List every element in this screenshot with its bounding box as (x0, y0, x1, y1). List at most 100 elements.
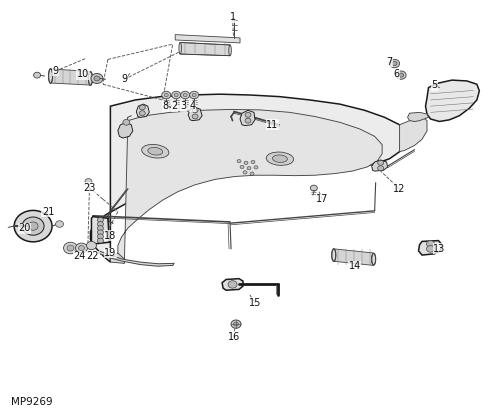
Ellipse shape (372, 254, 376, 265)
Circle shape (378, 166, 384, 171)
Circle shape (426, 246, 434, 252)
Circle shape (250, 172, 254, 175)
Circle shape (180, 91, 190, 99)
Circle shape (98, 217, 103, 222)
Circle shape (192, 108, 198, 113)
Circle shape (76, 243, 88, 253)
Text: 12: 12 (394, 184, 406, 194)
Ellipse shape (142, 144, 169, 158)
Ellipse shape (48, 69, 52, 83)
Circle shape (426, 241, 434, 247)
Circle shape (245, 112, 251, 117)
Polygon shape (110, 253, 124, 264)
Text: 19: 19 (104, 248, 117, 258)
Text: 24: 24 (74, 251, 86, 261)
Text: 3: 3 (180, 101, 186, 111)
Text: 20: 20 (18, 223, 31, 233)
Circle shape (56, 221, 64, 227)
Circle shape (162, 91, 170, 99)
Text: 10: 10 (77, 69, 89, 79)
Circle shape (123, 120, 130, 125)
Polygon shape (180, 42, 230, 56)
Circle shape (251, 160, 255, 164)
Circle shape (98, 226, 103, 231)
Circle shape (85, 178, 92, 184)
Text: 17: 17 (316, 194, 328, 204)
Text: 16: 16 (228, 332, 240, 342)
Polygon shape (92, 217, 110, 244)
Polygon shape (400, 117, 427, 151)
Circle shape (231, 320, 241, 328)
Ellipse shape (88, 72, 92, 85)
Text: 13: 13 (434, 244, 446, 254)
Circle shape (240, 165, 244, 168)
Ellipse shape (229, 45, 232, 56)
Circle shape (396, 71, 406, 79)
Text: 15: 15 (249, 298, 261, 308)
Polygon shape (188, 107, 202, 121)
Polygon shape (418, 241, 442, 255)
Polygon shape (118, 110, 382, 264)
Circle shape (245, 118, 251, 123)
Text: 8: 8 (162, 101, 168, 111)
Circle shape (310, 185, 318, 191)
Circle shape (98, 234, 103, 239)
Circle shape (164, 93, 168, 97)
Circle shape (183, 93, 187, 97)
Circle shape (228, 281, 237, 288)
Circle shape (254, 166, 258, 169)
Ellipse shape (148, 147, 162, 155)
Circle shape (237, 159, 241, 163)
Text: 22: 22 (86, 251, 99, 261)
Circle shape (91, 73, 103, 83)
Circle shape (243, 171, 247, 174)
Circle shape (244, 161, 248, 164)
Text: 14: 14 (348, 261, 361, 271)
Polygon shape (222, 278, 243, 290)
Circle shape (247, 166, 251, 170)
Circle shape (94, 76, 100, 81)
Ellipse shape (266, 152, 293, 165)
Circle shape (140, 111, 145, 116)
Polygon shape (90, 94, 405, 262)
Circle shape (28, 222, 38, 230)
Text: 9: 9 (52, 66, 59, 76)
Polygon shape (175, 34, 240, 43)
Text: 4: 4 (190, 101, 196, 111)
Circle shape (140, 105, 145, 110)
Ellipse shape (179, 42, 182, 54)
Polygon shape (118, 122, 133, 138)
Circle shape (67, 245, 74, 251)
Circle shape (98, 230, 103, 235)
Text: 21: 21 (42, 207, 54, 217)
Circle shape (86, 242, 97, 250)
Polygon shape (372, 160, 388, 171)
Circle shape (64, 242, 78, 254)
Ellipse shape (272, 155, 287, 162)
Text: 18: 18 (104, 231, 117, 241)
Circle shape (98, 238, 103, 243)
Circle shape (174, 93, 178, 97)
Polygon shape (136, 104, 149, 117)
Circle shape (234, 322, 238, 326)
Circle shape (14, 210, 52, 242)
Circle shape (192, 114, 198, 119)
Polygon shape (50, 69, 90, 85)
Circle shape (398, 73, 404, 77)
Text: 23: 23 (84, 183, 96, 193)
Circle shape (22, 217, 44, 235)
Text: 11: 11 (266, 120, 278, 130)
Circle shape (378, 160, 384, 165)
Polygon shape (408, 112, 428, 122)
Text: MP9269: MP9269 (10, 397, 52, 407)
Polygon shape (98, 251, 174, 266)
Circle shape (78, 246, 84, 251)
Text: 7: 7 (386, 57, 392, 67)
Circle shape (34, 72, 40, 78)
Text: 6: 6 (393, 69, 399, 79)
Circle shape (390, 59, 400, 68)
Circle shape (172, 91, 180, 99)
Text: 1: 1 (230, 12, 235, 22)
Circle shape (190, 91, 198, 99)
Polygon shape (426, 80, 480, 122)
